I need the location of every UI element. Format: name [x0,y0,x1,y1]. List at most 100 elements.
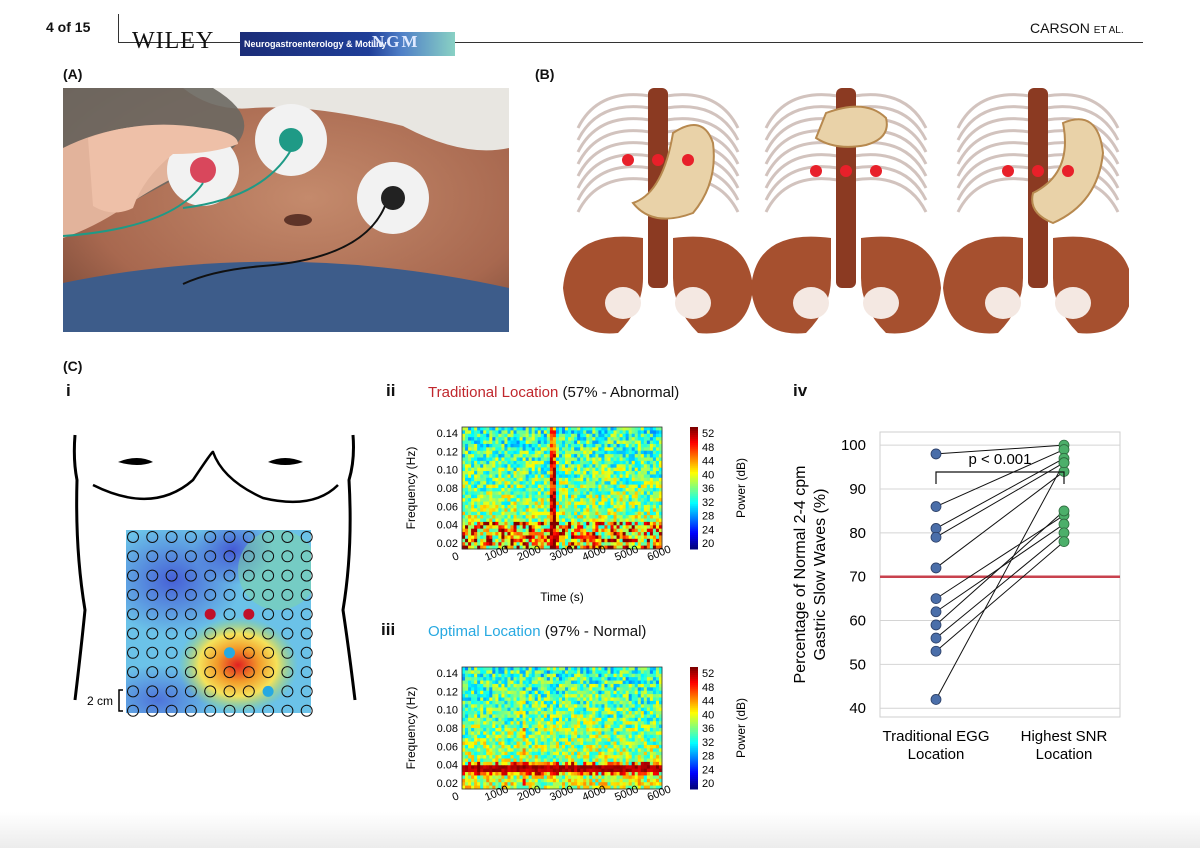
spectrogram-cell [580,670,584,675]
spectrogram-cell [552,761,557,766]
spectrogram-cell [516,704,520,709]
spectrogram-cell [537,775,542,780]
spectrogram-cell [634,440,639,445]
spectrogram-cell [607,443,611,448]
spectrogram-cell [586,440,590,445]
colorbar-segment [690,465,698,469]
spectrogram-cell [562,673,566,678]
spectrogram-cell [655,542,660,547]
spectrogram-cell [483,741,487,746]
spectrogram-cell [516,677,520,681]
spectrogram-cell [655,491,660,496]
spectrogram-cell [510,538,514,543]
rib-left [764,177,839,213]
spectrogram-cell [528,768,533,773]
spectrogram-cell [610,545,614,550]
spectrogram-cell [528,494,533,499]
spectrogram-cell [586,687,590,692]
spectrogram-cell [565,447,569,452]
spectrogram-cell [492,694,496,698]
spectrogram-cell [613,734,617,739]
journal-banner[interactable]: Neurogastroenterology & Motility NGM [240,32,455,56]
spectrogram-cell [486,714,490,719]
spectrogram-cell [558,525,563,530]
spectrogram-cell [613,538,617,543]
spectrogram-cell [658,491,663,496]
spectrogram-cell [486,433,490,438]
spectrogram-cell [492,711,496,715]
spectrogram-cell [537,477,542,482]
spectrogram-cell [637,535,642,540]
spectrogram-cell [628,680,633,685]
spectrogram-cell [568,437,572,441]
spectrogram-cell [528,751,533,756]
electrode [223,588,236,601]
spectrogram-cell [622,751,627,756]
spectrogram-cell [637,680,642,685]
spectrogram-cell [471,477,475,482]
spectrogram-cell [655,724,660,729]
spectrogram-cell [655,765,660,770]
spectrogram-cell [534,464,539,469]
spectrogram-cell [646,765,651,770]
spectrogram-cell [589,457,593,462]
spectrogram-cell [607,700,611,705]
spectrogram-cell [510,748,514,753]
spectrogram-cell [471,545,475,550]
spectrogram-cell [583,511,587,516]
spectrogram-cell [519,440,524,445]
spectrogram-cell [574,744,578,749]
spectrogram-cell [537,525,542,530]
spectrogram-cell [489,443,493,448]
spectrogram-cell [495,460,499,465]
spectrogram-cell [495,751,499,756]
spectrogram-cell [498,484,502,489]
spectrogram-cell [549,528,554,533]
colorbar-segment [690,451,698,454]
spectrogram-cell [477,471,481,475]
spectrogram-cell [571,734,575,739]
spectrogram-cell [574,535,578,540]
spectrogram-cell [522,717,527,722]
spectrogram-cell [613,717,617,722]
spectrogram-cell [468,464,472,469]
spectrogram-cell [631,758,636,763]
spectrogram-cell [546,427,551,431]
spectrogram-cell [480,518,484,523]
spectrogram-cell [531,481,536,486]
spectrogram-cell [586,697,590,702]
spectrogram-cell [595,494,599,499]
spectrogram-cell [501,670,505,675]
publisher-logo[interactable]: WILEY [132,28,215,54]
spectrogram-cell [574,443,578,448]
spectrogram-cell [501,748,505,753]
spectrogram-cell [483,457,487,462]
spectrogram-cell [598,772,602,776]
spectrogram-cell [522,677,527,681]
spectrogram-cell [489,778,493,783]
spectrogram-cell [483,772,487,776]
spectrogram-cell [628,481,633,486]
spectrogram-cell [634,744,639,749]
spectrogram-cell [598,670,602,675]
spectrogram-cell [598,471,602,475]
spectrogram-cell [646,528,651,533]
electrode [184,550,197,563]
spectrogram-cell [540,498,545,502]
spectrogram-cell [595,528,599,533]
spectrogram-cell [534,728,539,732]
spectrogram-cell [640,535,645,540]
spectrogram-cell [471,494,475,499]
spectrogram-cell [574,700,578,705]
spectrogram-cell [652,528,657,533]
spectrogram-cell [471,738,475,742]
spectrogram-cell [531,683,536,688]
rib-left [956,93,1031,129]
spectrogram-cell [625,758,630,763]
spectrogram-cell [652,667,657,671]
spectrogram-cell [646,744,651,749]
spectrogram-cell [513,440,517,445]
spectrogram-cell [574,484,578,489]
spectrogram-cell [610,690,614,695]
spectrogram-cell [607,545,611,550]
